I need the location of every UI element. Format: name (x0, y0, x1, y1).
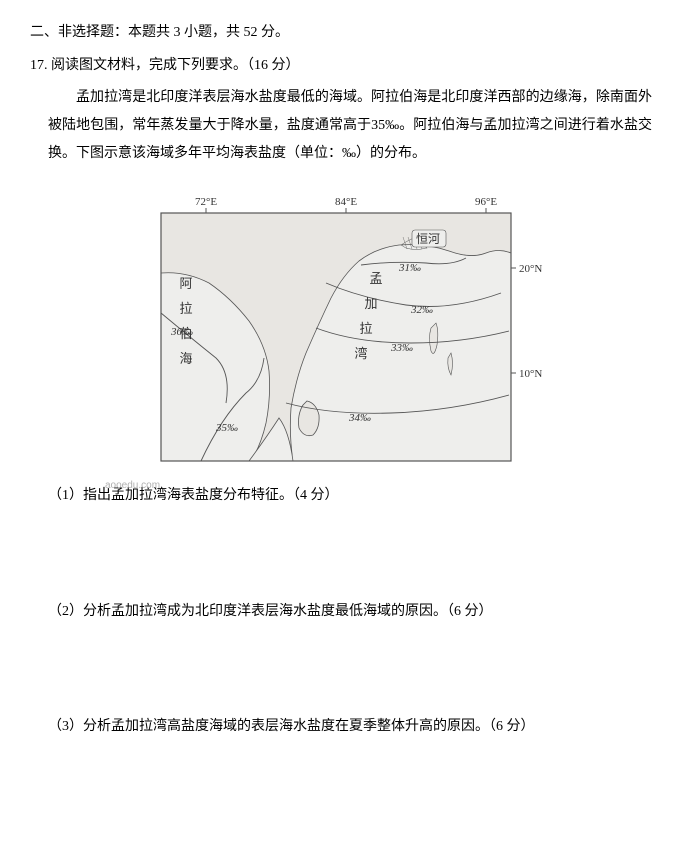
section-header: 二、非选择题：本题共 3 小题，共 52 分。 (30, 20, 662, 45)
salinity-map-svg: 36‰35‰31‰32‰33‰34‰72°E84°E96°E20°N10°N阿拉… (131, 183, 561, 463)
svg-text:31‰: 31‰ (398, 262, 421, 274)
svg-text:33‰: 33‰ (390, 342, 413, 354)
map-figure: 36‰35‰31‰32‰33‰34‰72°E84°E96°E20°N10°N阿拉… (131, 183, 561, 463)
question-number: 17. 阅读图文材料，完成下列要求。（16 分） (30, 53, 662, 78)
svg-text:84°E: 84°E (335, 196, 357, 208)
svg-text:恒河: 恒河 (416, 232, 440, 246)
svg-text:96°E: 96°E (475, 196, 497, 208)
svg-text:海: 海 (179, 351, 192, 366)
svg-text:湾: 湾 (354, 346, 367, 361)
svg-text:20°N: 20°N (519, 263, 542, 275)
svg-text:拉: 拉 (359, 321, 372, 336)
svg-text:32‰: 32‰ (410, 304, 433, 316)
svg-text:孟: 孟 (369, 271, 382, 286)
svg-text:10°N: 10°N (519, 368, 542, 380)
svg-text:72°E: 72°E (195, 196, 217, 208)
watermark-text: aooedu.com (105, 480, 160, 491)
svg-text:34‰: 34‰ (348, 412, 371, 424)
passage-text: 孟加拉湾是北印度洋表层海水盐度最低的海域。阿拉伯海是北印度洋西部的边缘海，除南面… (48, 84, 652, 168)
svg-text:拉: 拉 (179, 301, 192, 316)
sub-question-3: （3）分析孟加拉湾高盐度海域的表层海水盐度在夏季整体升高的原因。（6 分） (48, 714, 662, 739)
svg-text:伯: 伯 (179, 326, 192, 341)
svg-text:加: 加 (364, 296, 377, 311)
svg-text:35‰: 35‰ (215, 422, 238, 434)
svg-text:阿: 阿 (179, 276, 192, 291)
sub-question-2: （2）分析孟加拉湾成为北印度洋表层海水盐度最低海域的原因。（6 分） (48, 599, 662, 624)
